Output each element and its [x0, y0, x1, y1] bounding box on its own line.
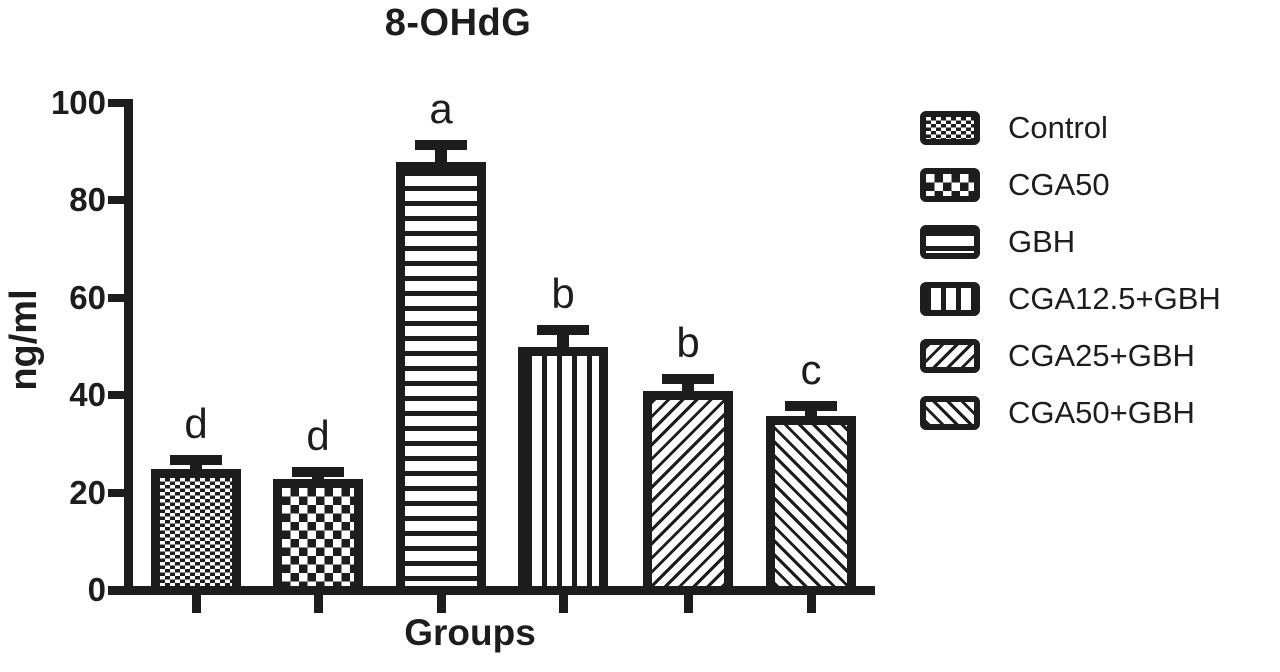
y-tick-label: 20	[69, 473, 106, 511]
significance-letter: c	[800, 345, 822, 393]
bar-cga25-gbh	[643, 391, 733, 595]
error-bar-cap	[537, 325, 589, 336]
legend-swatch-fine-checker-icon	[920, 111, 980, 145]
significance-letter: d	[184, 399, 208, 447]
legend-label: CGA50	[1008, 167, 1110, 202]
y-tick-label: 40	[69, 376, 106, 414]
bar-gbh	[396, 162, 486, 595]
x-tick	[807, 595, 816, 613]
y-axis-line	[124, 99, 133, 595]
y-tick	[108, 196, 124, 205]
y-tick	[108, 586, 124, 594]
x-tick	[559, 595, 568, 613]
legend-label: CGA25+GBH	[1008, 338, 1195, 373]
bar-cga50	[273, 478, 363, 595]
x-tick	[192, 595, 201, 613]
legend-label: CGA50+GBH	[1008, 395, 1195, 430]
y-tick-label: 60	[69, 278, 106, 316]
chart-title: 8-OHdG	[384, 2, 532, 44]
legend-swatch-coarse-checker-icon	[920, 168, 980, 202]
y-tick	[108, 391, 124, 400]
x-tick	[314, 595, 323, 613]
legend-label: CGA12.5+GBH	[1008, 281, 1221, 316]
error-bar-cap	[662, 374, 714, 385]
y-tick	[108, 488, 124, 497]
y-tick-label: 100	[50, 84, 106, 121]
bar-cga12-5-gbh	[518, 347, 608, 595]
legend-label: GBH	[1008, 224, 1076, 259]
error-bar-cap	[415, 140, 467, 151]
error-bar-cap	[785, 400, 837, 411]
error-bar-cap	[292, 466, 344, 477]
bar-control	[151, 469, 241, 595]
y-tick-label: 0	[87, 571, 106, 608]
x-tick	[437, 595, 446, 613]
y-tick	[108, 99, 124, 107]
error-bar-cap	[170, 454, 222, 465]
legend-swatch-hlines-icon	[920, 225, 980, 259]
x-axis-line	[108, 586, 875, 595]
legend-swatch-diag-back-icon	[920, 396, 980, 430]
legend-label: Control	[1008, 110, 1108, 145]
bar-cga50-gbh	[766, 415, 856, 595]
y-tick-label: 80	[69, 181, 106, 219]
legend-swatch-diag-forward-icon	[920, 339, 980, 373]
significance-letter: b	[676, 319, 700, 367]
x-axis-label: Groups	[404, 612, 536, 653]
significance-letter: b	[551, 270, 575, 318]
significance-letter: d	[306, 411, 330, 459]
x-tick	[684, 595, 693, 613]
y-tick	[108, 293, 124, 302]
legend-swatch-vlines-icon	[920, 282, 980, 316]
significance-letter: a	[429, 85, 453, 133]
